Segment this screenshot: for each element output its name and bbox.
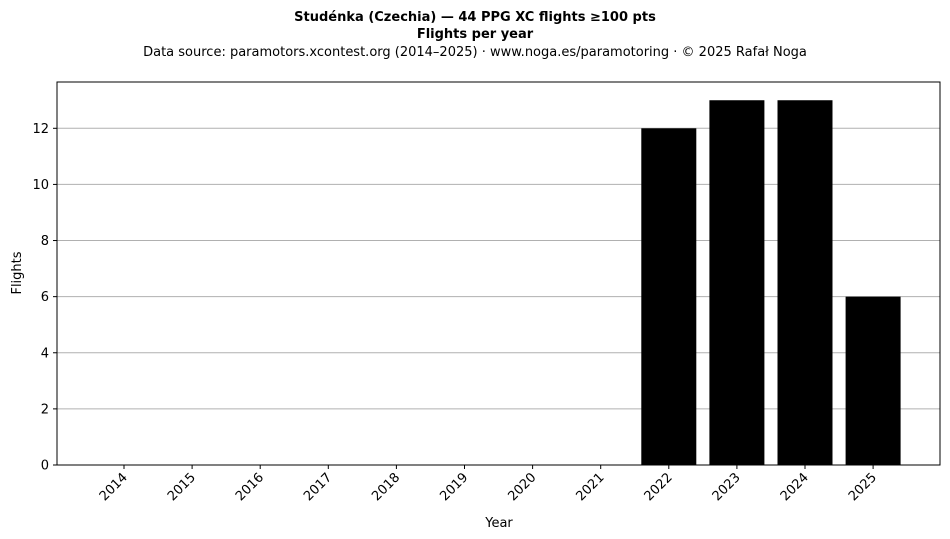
bar-2023 (709, 100, 765, 465)
chart-title: Studénka (Czechia) — 44 PPG XC flights ≥… (294, 10, 656, 25)
chart-subtitle: Data source: paramotors.xcontest.org (20… (143, 45, 807, 60)
y-tick-label: 2 (41, 402, 49, 417)
x-tick-label: 2015 (165, 470, 199, 504)
x-tick-label: 2020 (505, 470, 539, 504)
y-tick-label: 6 (41, 290, 49, 305)
y-tick-label: 4 (41, 346, 49, 361)
x-tick-label: 2024 (778, 470, 812, 504)
x-tick-label: 2025 (846, 470, 880, 504)
x-tick-label: 2021 (574, 470, 608, 504)
bar-2024 (777, 100, 833, 465)
y-tick-label: 8 (41, 234, 49, 249)
x-tick-label: 2014 (97, 470, 131, 504)
x-axis-label: Year (484, 516, 513, 531)
x-tick-label: 2019 (437, 470, 471, 504)
x-tick-label: 2017 (301, 470, 335, 504)
bar-2025 (845, 296, 901, 465)
y-axis-ticks: 0 2 4 6 8 10 12 (32, 122, 57, 474)
y-tick-label: 12 (32, 122, 49, 137)
y-tick-label: 10 (32, 178, 49, 193)
bar-2022 (641, 128, 697, 466)
x-tick-label: 2018 (369, 470, 403, 504)
bars (641, 100, 901, 466)
x-axis-ticks: 2014 2015 2016 2017 2018 2019 2020 2021 2022 2023… (97, 465, 880, 504)
x-tick-label: 2016 (233, 470, 267, 504)
y-tick-label: 0 (41, 459, 49, 474)
x-tick-label: 2022 (642, 470, 676, 504)
grid-lines (57, 127, 940, 466)
chart-title-line2: Flights per year (417, 27, 534, 42)
x-tick-label: 2023 (710, 470, 744, 504)
plot-frame (56, 81, 941, 466)
y-axis-label: Flights (10, 251, 25, 294)
